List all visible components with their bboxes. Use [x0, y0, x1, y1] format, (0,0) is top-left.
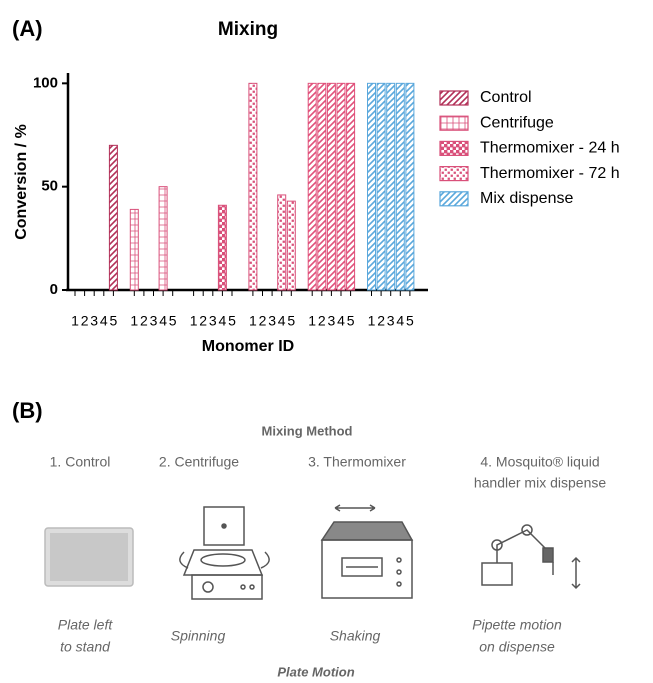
bar — [347, 83, 355, 290]
motion-label: Pipette motion — [472, 617, 562, 633]
x-tick-label: 4 — [100, 313, 108, 329]
bar — [130, 209, 138, 290]
x-tick-label: 1 — [71, 313, 79, 329]
x-tick-label: 4 — [159, 313, 167, 329]
x-tick-label: 5 — [287, 313, 295, 329]
x-tick-label: 4 — [219, 313, 227, 329]
bar — [377, 83, 385, 290]
bar — [387, 83, 395, 290]
bar — [218, 205, 226, 290]
legend-label: Mix dispense — [480, 190, 573, 207]
legend-swatch — [440, 116, 468, 130]
x-tick-label: 1 — [249, 313, 257, 329]
bar — [396, 83, 404, 290]
diagram-footer: Plate Motion — [277, 664, 354, 679]
bar — [337, 83, 345, 290]
legend-swatch — [440, 192, 468, 206]
x-tick-label: 4 — [278, 313, 286, 329]
x-tick-label: 4 — [337, 313, 345, 329]
x-tick-label: 1 — [130, 313, 138, 329]
legend-swatch — [440, 167, 468, 181]
bar — [327, 83, 335, 290]
x-tick-label: 2 — [140, 313, 148, 329]
legend-label: Thermomixer - 24 h — [480, 140, 620, 157]
method-label: 2. Centrifuge — [159, 454, 239, 470]
panel-label: (B) — [12, 398, 43, 423]
y-tick-label: 50 — [41, 178, 58, 195]
x-axis-label: Monomer ID — [202, 338, 294, 355]
bar — [308, 83, 316, 290]
bar — [159, 187, 167, 290]
motion-label: Plate left — [58, 617, 114, 633]
x-tick-label: 1 — [190, 313, 198, 329]
x-tick-label: 3 — [328, 313, 336, 329]
legend-swatch — [440, 141, 468, 155]
method-label: 3. Thermomixer — [308, 454, 406, 470]
x-tick-label: 2 — [259, 313, 267, 329]
bar — [278, 195, 286, 290]
plate-wells — [50, 533, 128, 581]
legend-label: Thermomixer - 72 h — [480, 165, 620, 182]
motion-label: to stand — [60, 639, 111, 655]
x-tick-label: 1 — [308, 313, 316, 329]
x-tick-label: 5 — [169, 313, 177, 329]
bar — [318, 83, 326, 290]
y-tick-label: 100 — [33, 74, 58, 91]
diagram-title: Mixing Method — [262, 423, 353, 438]
x-tick-label: 5 — [228, 313, 236, 329]
panel-label: (A) — [12, 16, 43, 41]
x-tick-label: 2 — [318, 313, 326, 329]
thermomixer-icon — [322, 505, 412, 598]
legend-swatch — [440, 91, 468, 105]
method-label: 1. Control — [50, 454, 111, 470]
x-tick-label: 3 — [90, 313, 98, 329]
x-tick-label: 3 — [268, 313, 276, 329]
bar — [109, 145, 117, 290]
bar — [287, 201, 295, 290]
x-tick-label: 4 — [396, 313, 404, 329]
bar — [249, 83, 257, 290]
x-tick-label: 3 — [150, 313, 158, 329]
method-label: 4. Mosquito® liquid — [480, 454, 599, 470]
x-tick-label: 2 — [199, 313, 207, 329]
x-tick-label: 1 — [368, 313, 376, 329]
method-label: handler mix dispense — [474, 475, 607, 491]
centrifuge-icon — [180, 507, 269, 599]
bar — [406, 83, 414, 290]
motion-label: Shaking — [330, 628, 381, 644]
x-tick-label: 5 — [406, 313, 414, 329]
x-tick-label: 2 — [81, 313, 89, 329]
x-tick-label: 5 — [110, 313, 118, 329]
mosquito-icon — [482, 525, 580, 588]
chart-title: Mixing — [218, 19, 278, 40]
icons — [45, 505, 580, 599]
x-tick-label: 3 — [209, 313, 217, 329]
y-axis-label: Conversion / % — [13, 124, 30, 240]
x-tick-label: 5 — [347, 313, 355, 329]
legend-label: Centrifuge — [480, 114, 554, 131]
motion-label: Spinning — [171, 628, 226, 644]
bar — [368, 83, 376, 290]
x-tick-label: 2 — [377, 313, 385, 329]
x-tick-label: 3 — [387, 313, 395, 329]
y-tick-label: 0 — [50, 281, 58, 298]
legend-label: Control — [480, 89, 532, 106]
motion-label: on dispense — [479, 639, 555, 655]
figure: (A) Mixing Conversion / % Monomer ID (B)… — [0, 0, 653, 683]
